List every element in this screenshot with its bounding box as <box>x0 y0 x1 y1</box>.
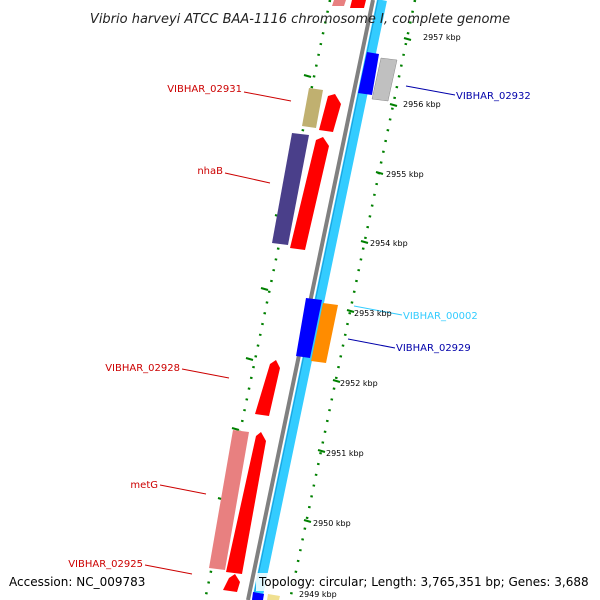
gene-label-VIBHAR_02928[interactable]: VIBHAR_02928 <box>105 363 180 374</box>
gene-VIBHAR_02932-grey[interactable] <box>371 57 398 102</box>
map-title: Vibrio harveyi ATCC BAA-1116 chromosome … <box>90 12 510 27</box>
kbp-label: 2955 kbp <box>386 170 424 179</box>
kbp-label: 2949 kbp <box>299 590 337 599</box>
gene-label-VIBHAR_02931[interactable]: VIBHAR_02931 <box>167 84 242 95</box>
gene-label-metG[interactable]: metG <box>130 480 158 491</box>
gene-nhaB[interactable] <box>272 133 309 245</box>
gene-metG[interactable] <box>209 430 249 570</box>
gene-red-metG[interactable] <box>226 432 266 574</box>
gene-top-reverse[interactable] <box>332 0 346 6</box>
ruler-labels: 2957 kbp 2956 kbp 2955 kbp 2954 kbp 2953… <box>299 33 461 599</box>
gene-bottom-blue[interactable] <box>252 592 264 600</box>
leader-lines <box>144 85 456 575</box>
kbp-label: 2954 kbp <box>370 239 408 248</box>
kbp-label: 2956 kbp <box>403 100 441 109</box>
gene-blue-top[interactable] <box>358 52 379 95</box>
gene-bottom-yellow[interactable] <box>267 594 280 600</box>
genes <box>209 0 398 600</box>
footer-accession: Accession: NC_009783 <box>9 575 145 589</box>
gene-red-arrow-02931[interactable] <box>319 94 341 132</box>
gene-VIBHAR_02925[interactable] <box>223 574 240 592</box>
kbp-label: 2957 kbp <box>423 33 461 42</box>
gene-VIBHAR_02928[interactable] <box>255 360 280 416</box>
gene-label-nhaB[interactable]: nhaB <box>197 166 223 177</box>
gene-label-VIBHAR_02929[interactable]: VIBHAR_02929 <box>396 343 471 354</box>
footer-topology: Topology: circular; Length: 3,765,351 bp… <box>258 575 589 589</box>
gene-label-VIBHAR_02925[interactable]: VIBHAR_02925 <box>68 559 143 570</box>
kbp-label: 2951 kbp <box>326 449 364 458</box>
gene-red-nhaB[interactable] <box>290 137 329 250</box>
gene-label-VIBHAR_00002[interactable]: VIBHAR_00002 <box>403 311 478 322</box>
kbp-label: 2953 kbp <box>354 309 392 318</box>
gene-VIBHAR_02931[interactable] <box>302 88 323 128</box>
footer-topology-bg <box>256 573 594 591</box>
gene-blue-2953[interactable] <box>296 298 322 358</box>
gene-VIBHAR_02929[interactable] <box>311 303 338 363</box>
gene-top-forward[interactable] <box>350 0 366 8</box>
gene-label-VIBHAR_02932[interactable]: VIBHAR_02932 <box>456 91 531 102</box>
kbp-label: 2950 kbp <box>313 519 351 528</box>
kbp-label: 2952 kbp <box>340 379 378 388</box>
footer-accession-bg <box>6 573 148 591</box>
gene-labels: VIBHAR_02931 VIBHAR_02932 nhaB VIBHAR_00… <box>68 84 531 570</box>
inner-ticks <box>303 37 412 523</box>
